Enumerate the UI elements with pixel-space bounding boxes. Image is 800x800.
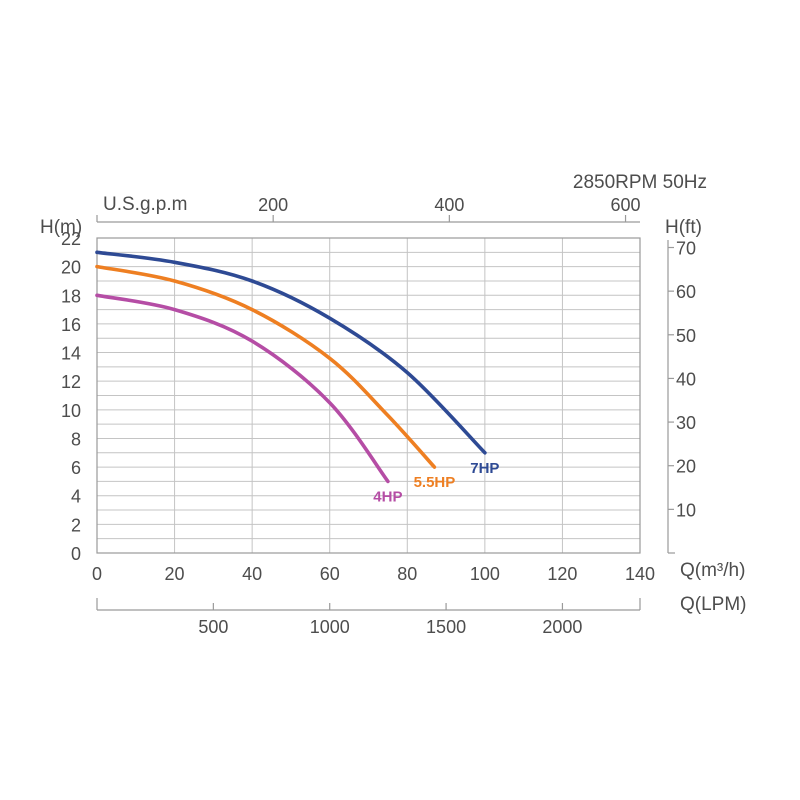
x-lpm-tick-label: 1500 (426, 617, 466, 637)
y-tick-label: 20 (61, 258, 81, 278)
y-tick-label: 4 (71, 487, 81, 507)
y-ft-tick-label: 70 (676, 239, 696, 259)
x-tick-label: 20 (165, 564, 185, 584)
y-tick-label: 10 (61, 401, 81, 421)
y-tick-label: 14 (61, 344, 81, 364)
y-tick-label: 8 (71, 429, 81, 449)
x-axis-title: Q(m³/h) (680, 560, 745, 581)
x-lpm-tick-label: 500 (198, 617, 228, 637)
x-axis-bottom2-title: Q(LPM) (680, 594, 747, 615)
axes (96, 215, 675, 611)
tick-labels: 0 2 4 6 8 10 12 14 16 18 20 22 0 20 40 60 80 100 120 140 200… (61, 195, 696, 637)
x-top-tick-label: 200 (258, 195, 288, 215)
y-tick-label: 22 (61, 229, 81, 249)
series-label-5-5hp: 5.5HP (414, 474, 456, 491)
y-tick-label: 18 (61, 286, 81, 306)
x-axis-top-title: U.S.g.p.m (103, 194, 187, 215)
x-lpm-tick-label: 1000 (310, 617, 350, 637)
y-ft-tick-label: 10 (676, 500, 696, 520)
y2-axis-title: H(ft) (665, 217, 702, 238)
y-ft-tick-label: 60 (676, 282, 696, 302)
x-tick-label: 80 (397, 564, 417, 584)
rpm-frequency-label: 2850RPM 50Hz (573, 172, 707, 193)
plot-frame (96, 237, 641, 554)
x-tick-label: 100 (470, 564, 500, 584)
curve-7hp (95, 250, 487, 455)
y-tick-label: 0 (71, 544, 81, 564)
x-top-tick-label: 400 (434, 195, 464, 215)
x-lpm-tick-label: 2000 (542, 617, 582, 637)
series-label-7hp: 7HP (470, 460, 499, 477)
series-curves (95, 250, 487, 484)
y-ft-tick-label: 40 (676, 369, 696, 389)
x-tick-label: 60 (320, 564, 340, 584)
y-tick-label: 12 (61, 372, 81, 392)
curve-4hp (95, 293, 390, 484)
series-label-4hp: 4HP (373, 488, 402, 505)
y-axis-title: H(m) (40, 217, 82, 238)
x-tick-label: 120 (547, 564, 577, 584)
x-tick-label: 0 (92, 564, 102, 584)
y-ft-tick-label: 30 (676, 413, 696, 433)
curve-5-5hp (95, 264, 437, 469)
y-tick-label: 2 (71, 515, 81, 535)
y-tick-label: 16 (61, 315, 81, 335)
x-top-tick-label: 600 (611, 195, 641, 215)
x-tick-label: 140 (625, 564, 655, 584)
y-tick-label: 6 (71, 458, 81, 478)
x-tick-label: 40 (242, 564, 262, 584)
y-ft-tick-label: 20 (676, 457, 696, 477)
y-ft-tick-label: 50 (676, 326, 696, 346)
